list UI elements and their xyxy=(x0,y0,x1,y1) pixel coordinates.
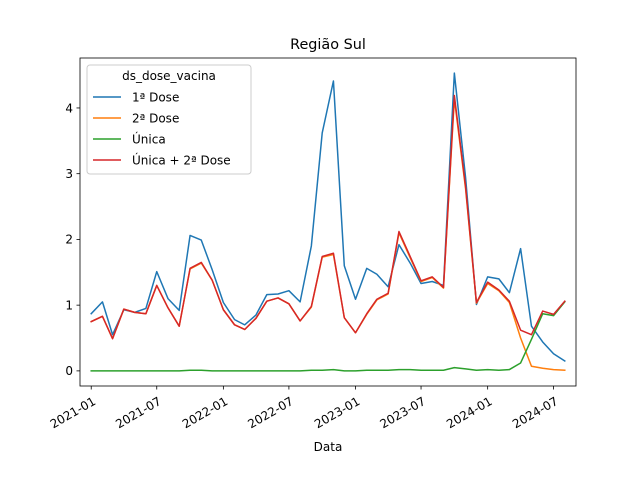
plot-frame xyxy=(79,57,577,387)
y-tick-label: 1 xyxy=(65,298,73,312)
legend-box xyxy=(86,64,252,175)
chart-title: Região Sul xyxy=(290,37,366,53)
y-tick-label: 4 xyxy=(65,101,73,115)
x-axis-label: Data xyxy=(314,440,343,454)
legend-label-3: Única + 2ª Dose xyxy=(132,152,231,167)
legend: ds_dose_vacina 1ª Dose 2ª Dose Única Única … xyxy=(86,64,252,175)
y-tick-label: 0 xyxy=(65,364,73,378)
series-lines xyxy=(90,72,566,372)
legend-entries: 1ª Dose 2ª Dose Única Única + 2ª Dose xyxy=(93,90,231,167)
legend-label-2: Única xyxy=(132,131,166,146)
y-tick-label: 3 xyxy=(65,167,73,181)
series-line-0 xyxy=(90,72,566,363)
legend-label-1: 2ª Dose xyxy=(132,111,179,125)
y-axis: 0 1 2 3 4 xyxy=(65,101,80,378)
legend-label-0: 1ª Dose xyxy=(132,90,179,104)
series-line-2 xyxy=(90,300,566,372)
series-line-3 xyxy=(90,94,566,340)
legend-title: ds_dose_vacina xyxy=(122,69,216,83)
y-tick-label: 2 xyxy=(65,233,73,247)
